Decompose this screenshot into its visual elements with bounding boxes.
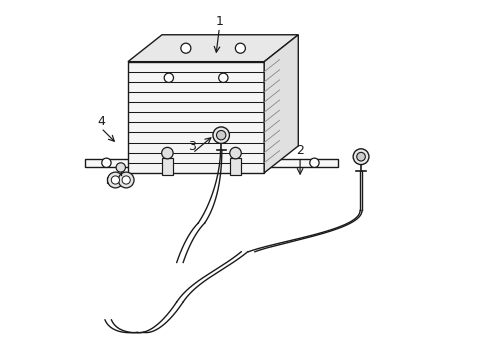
Polygon shape (162, 158, 173, 175)
Circle shape (116, 163, 125, 172)
Polygon shape (85, 159, 337, 167)
Circle shape (216, 131, 225, 140)
Polygon shape (264, 35, 298, 173)
Circle shape (118, 172, 134, 188)
Circle shape (218, 73, 227, 82)
Circle shape (164, 73, 173, 82)
Text: 1: 1 (215, 15, 223, 28)
Text: 4: 4 (97, 115, 105, 128)
Circle shape (356, 152, 365, 161)
Text: 3: 3 (188, 140, 196, 153)
Circle shape (352, 149, 368, 165)
Circle shape (107, 172, 123, 188)
Polygon shape (107, 177, 132, 183)
Circle shape (229, 147, 241, 159)
Circle shape (102, 158, 111, 167)
Circle shape (212, 127, 229, 143)
Circle shape (162, 147, 173, 159)
Polygon shape (229, 158, 241, 175)
Text: 2: 2 (296, 144, 304, 157)
Circle shape (181, 43, 190, 53)
Circle shape (235, 43, 245, 53)
Polygon shape (128, 35, 298, 62)
Circle shape (111, 176, 119, 184)
Circle shape (309, 158, 319, 167)
Polygon shape (128, 62, 264, 173)
Circle shape (122, 176, 130, 184)
